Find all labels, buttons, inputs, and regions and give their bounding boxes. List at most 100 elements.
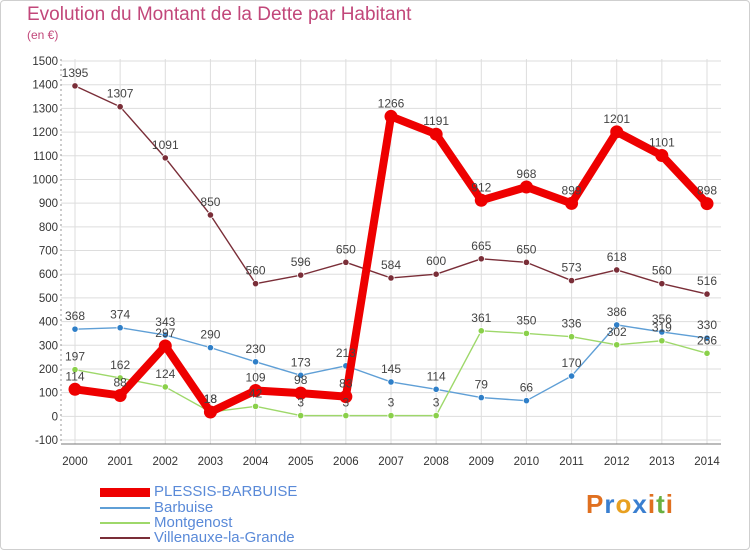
data-label: 1395	[62, 66, 89, 80]
x-tick-label: 2011	[559, 456, 584, 468]
data-label: 3	[433, 396, 440, 410]
data-label: 266	[697, 333, 717, 347]
data-point	[161, 331, 169, 339]
data-label: 230	[246, 342, 266, 356]
legend-label: Barbuise	[154, 499, 214, 516]
logo-letter: x	[632, 489, 648, 519]
data-point	[158, 339, 172, 353]
data-point	[387, 378, 395, 386]
data-label: 350	[516, 313, 536, 327]
data-label: 516	[697, 274, 717, 288]
data-label: 79	[475, 378, 489, 392]
data-label: 170	[562, 356, 582, 370]
data-point	[251, 280, 260, 288]
data-point	[116, 103, 124, 111]
data-label: 162	[110, 358, 130, 372]
data-label: 336	[562, 317, 582, 331]
data-label: 899	[562, 183, 582, 197]
data-label: 850	[200, 195, 220, 209]
data-label: 3	[343, 396, 350, 410]
y-tick-label: 1200	[32, 127, 58, 139]
data-point	[161, 154, 169, 162]
legend-item-plessis-barbuise: PLESSIS-BARBUISE	[100, 483, 430, 500]
data-point	[567, 372, 576, 380]
data-point	[613, 341, 621, 349]
logo-letter: i	[647, 489, 657, 519]
data-label: 3	[388, 396, 395, 410]
data-label: 650	[336, 242, 356, 256]
data-label: 88	[113, 375, 127, 389]
data-point	[251, 402, 260, 410]
data-label: 18	[204, 392, 218, 406]
data-point	[477, 393, 485, 402]
x-tick-label: 2004	[243, 456, 269, 468]
data-label: 114	[65, 369, 84, 383]
y-tick-label: 300	[39, 340, 58, 352]
data-label: 197	[65, 350, 85, 364]
data-label: 114	[427, 369, 446, 383]
data-label: 573	[562, 261, 582, 275]
y-tick-label: 0	[52, 411, 58, 423]
y-tick-label: 500	[39, 293, 58, 305]
data-point	[432, 385, 440, 393]
legend-label: PLESSIS-BARBUISE	[154, 483, 298, 500]
data-point	[522, 329, 531, 338]
y-tick-label: 1500	[32, 56, 58, 68]
data-point	[161, 383, 169, 391]
data-point	[565, 196, 579, 210]
y-tick-label: 600	[39, 269, 58, 281]
data-point	[206, 211, 215, 219]
series-lines	[68, 82, 714, 420]
data-point	[429, 127, 443, 141]
data-point	[297, 412, 305, 420]
data-point	[474, 193, 488, 207]
data-label: 18	[204, 392, 218, 406]
legend-item-barbuise: Barbuise	[100, 499, 430, 516]
data-point	[294, 386, 308, 400]
data-label: 665	[471, 239, 491, 253]
data-label: 650	[516, 242, 536, 256]
logo-letter: t	[656, 489, 666, 519]
proxiti-logo: Proxiti	[586, 489, 674, 520]
legend-swatch	[100, 522, 150, 524]
data-point	[610, 125, 624, 139]
data-label: 912	[471, 180, 491, 194]
data-label: 356	[652, 312, 672, 326]
legend-item-villenauxe-la-grande: Villenauxe-la-Grande	[100, 529, 430, 546]
data-label: 109	[246, 370, 266, 384]
data-point	[658, 328, 666, 336]
data-point	[297, 271, 305, 279]
data-label: 343	[155, 315, 175, 329]
data-point	[387, 412, 395, 420]
data-point	[384, 109, 398, 123]
data-label: 3	[297, 396, 304, 410]
data-label: 584	[381, 258, 401, 272]
x-tick-label: 2013	[649, 456, 675, 468]
data-label: 898	[697, 184, 717, 198]
data-label: 213	[336, 346, 356, 360]
data-label: 361	[471, 311, 491, 325]
data-point	[71, 366, 79, 374]
y-tick-label: 1000	[32, 174, 58, 186]
x-tick-label: 2007	[378, 456, 404, 468]
logo-letter: P	[586, 489, 605, 519]
data-label: 600	[426, 254, 446, 268]
x-tick-label: 2009	[468, 456, 494, 468]
logo-letter: i	[665, 489, 674, 519]
y-tick-label: 700	[39, 246, 58, 258]
line-chart: -100 0 100 200 300 400 500 600 700 800 900 1000 1100…	[32, 56, 721, 468]
y-tick-label: 1100	[33, 151, 58, 163]
x-tick-label: 2012	[604, 456, 630, 468]
x-tick-label: 2010	[514, 456, 540, 468]
y-tick-label: 400	[39, 317, 58, 329]
data-label: 319	[652, 321, 672, 335]
data-point	[567, 333, 576, 341]
data-label: 1201	[603, 112, 630, 126]
data-label: 297	[155, 326, 175, 340]
data-point	[432, 270, 440, 278]
data-point	[700, 197, 714, 211]
axes: -100 0 100 200 300 400 500 600 700 800 900 1000 1100…	[32, 56, 721, 468]
data-label: 290	[200, 328, 220, 342]
data-point	[116, 374, 124, 382]
data-point	[522, 397, 531, 405]
